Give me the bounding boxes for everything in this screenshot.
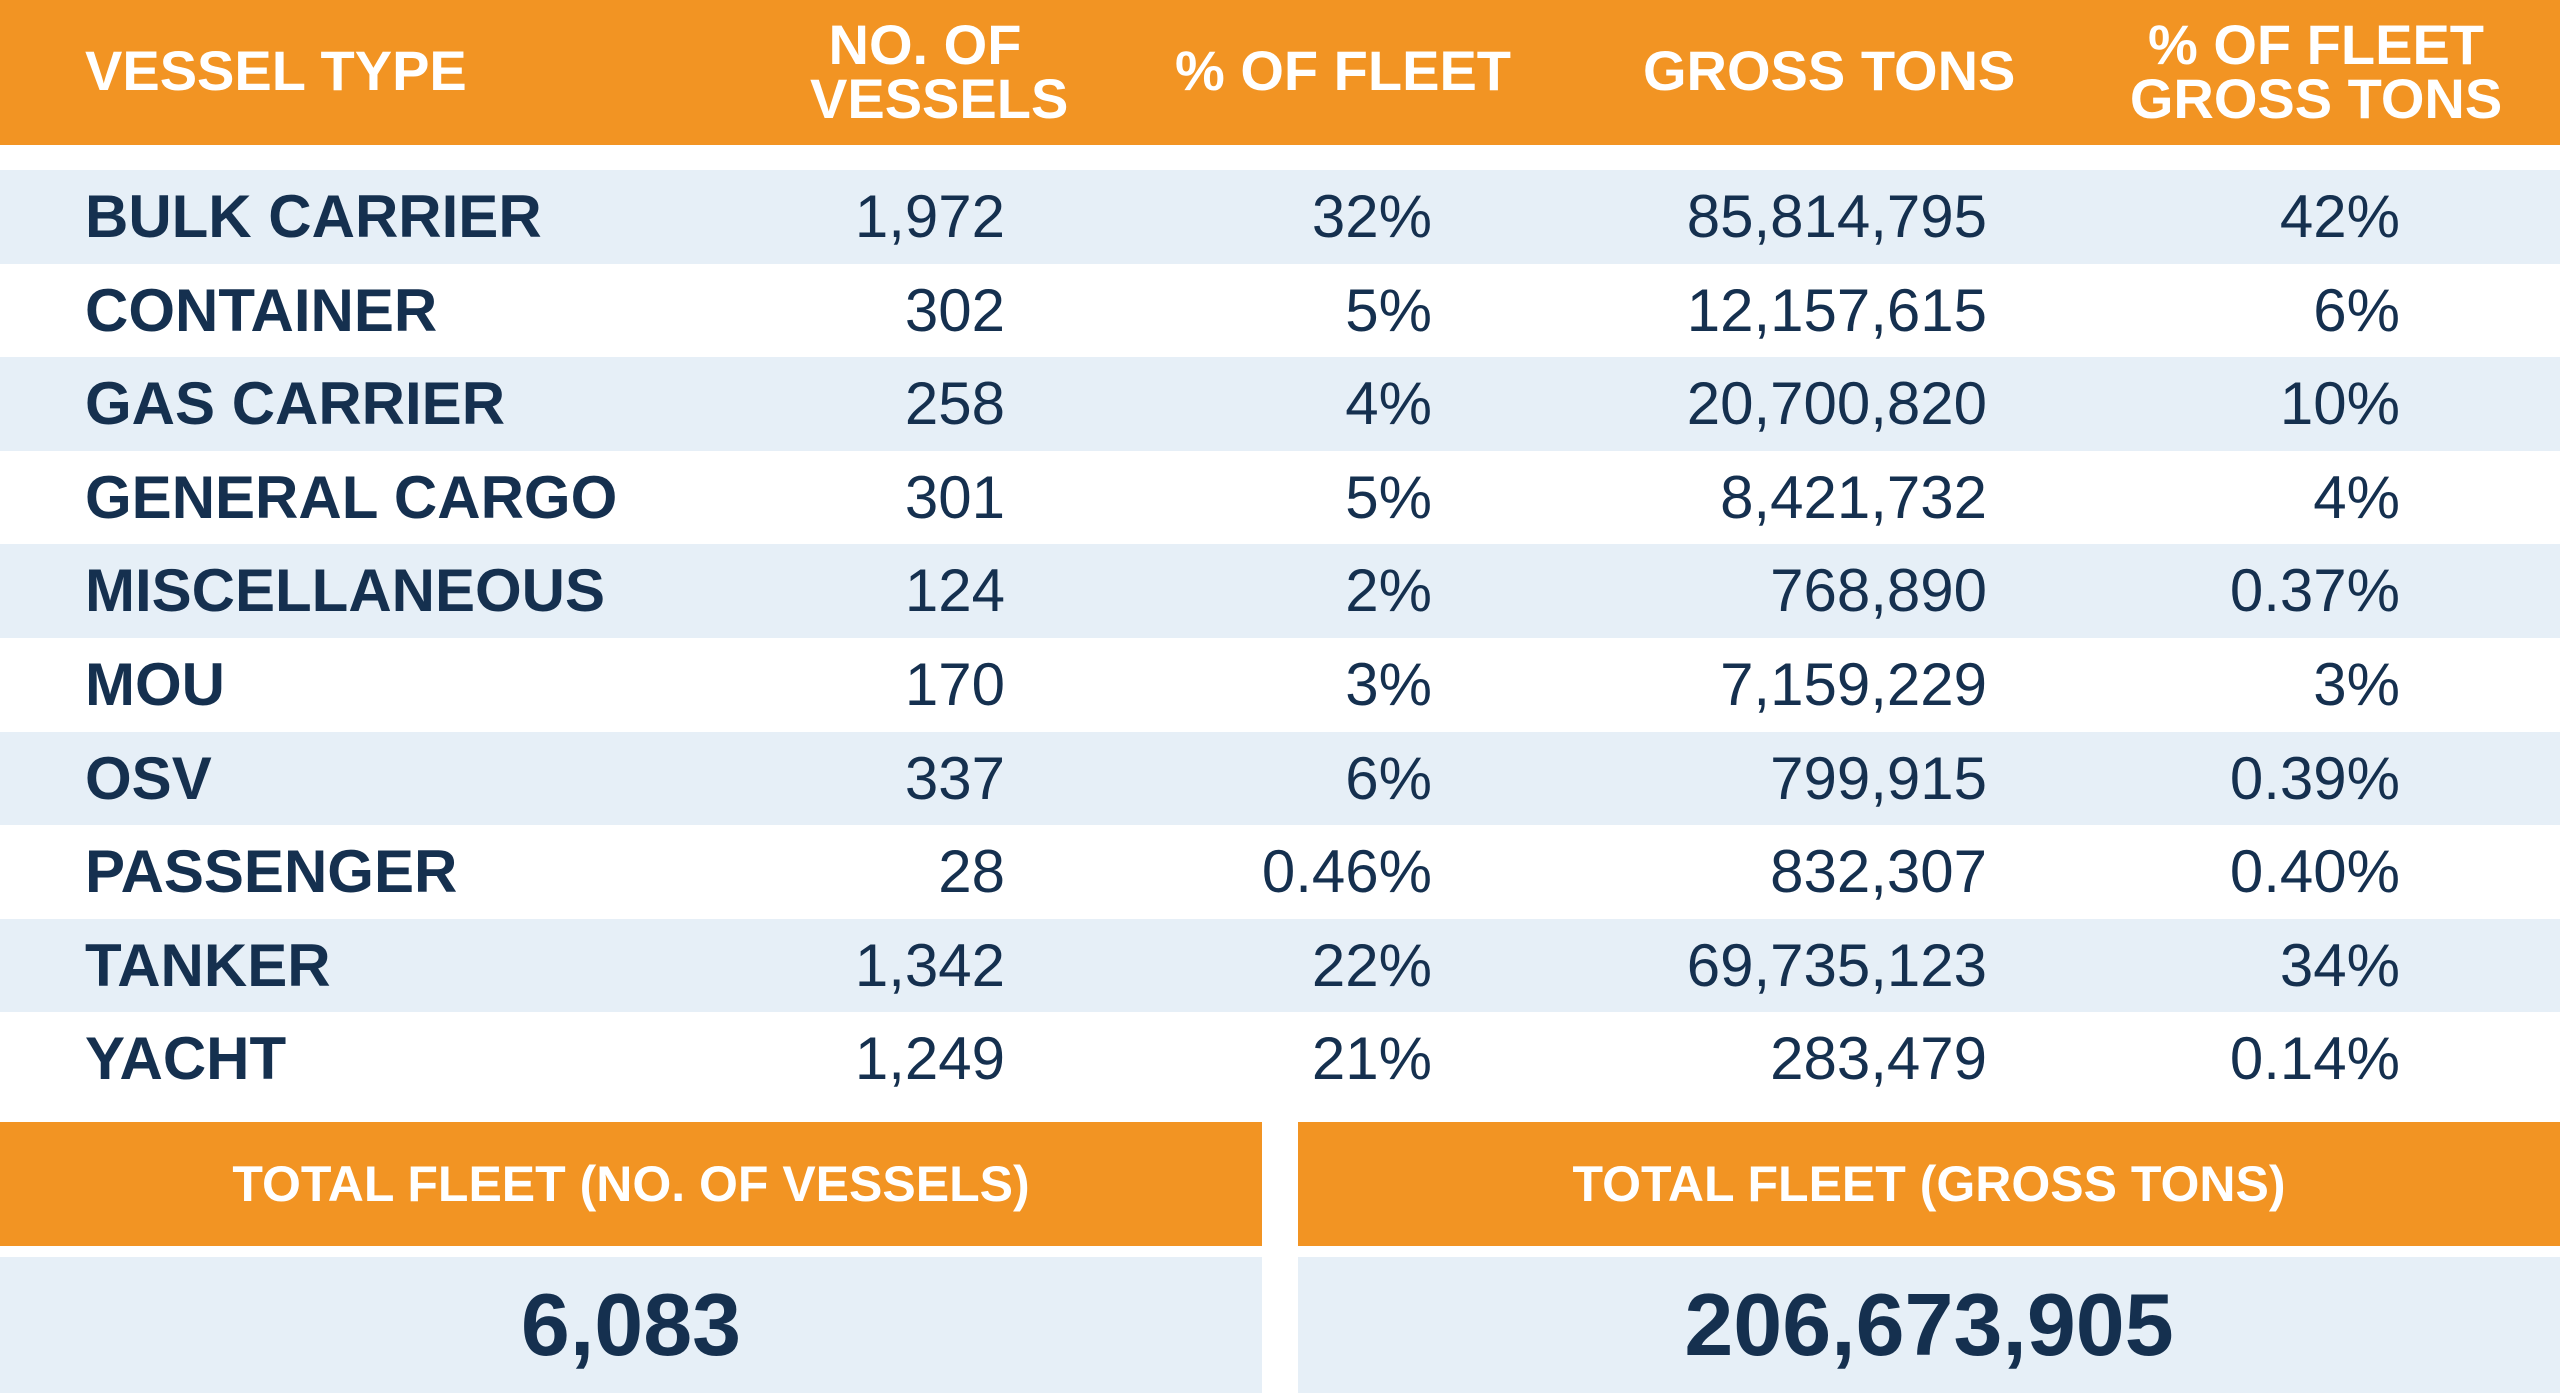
pct-of-fleet-cell: 22% — [1311, 931, 1432, 999]
header-pct-of-fleet: % OF FLEET — [1175, 39, 1511, 102]
table-body: BULK CARRIER 1,972 32% 85,814,795 42% CO… — [0, 170, 2560, 1106]
pct-of-fleet-cell: 6% — [1345, 744, 1432, 812]
header-pct-gross-line2: GROSS TONS — [2129, 67, 2503, 130]
pct-gross-tons-cell: 0.40% — [2229, 838, 2400, 906]
pct-gross-tons-cell: 6% — [2313, 276, 2400, 344]
no-of-vessels-cell: 301 — [904, 463, 1005, 531]
pct-of-fleet-cell: 3% — [1345, 650, 1432, 718]
vessel-type-cell: YACHT — [85, 1025, 287, 1093]
pct-gross-tons-cell: 42% — [2279, 183, 2400, 250]
pct-of-fleet-cell: 0.46% — [1261, 838, 1432, 906]
table-row: MISCELLANEOUS 124 2% 768,890 0.37% — [0, 544, 2560, 638]
no-of-vessels-cell: 28 — [938, 838, 1005, 906]
table-row: GAS CARRIER 258 4% 20,700,820 10% — [0, 357, 2560, 451]
gross-tons-cell: 8,421,732 — [1720, 463, 1987, 531]
pct-gross-tons-cell: 10% — [2279, 370, 2400, 438]
gross-tons-cell: 799,915 — [1770, 744, 1987, 812]
pct-gross-tons-cell: 0.39% — [2229, 744, 2400, 812]
vessel-type-cell: MISCELLANEOUS — [85, 557, 606, 625]
pct-gross-tons-cell: 4% — [2313, 463, 2400, 531]
no-of-vessels-cell: 1,972 — [854, 183, 1005, 250]
no-of-vessels-cell: 337 — [904, 744, 1005, 812]
header-no-of-vessels-line2: VESSELS — [810, 67, 1069, 130]
table-row: CONTAINER 302 5% 12,157,615 6% — [0, 264, 2560, 358]
gross-tons-cell: 85,814,795 — [1686, 183, 1987, 250]
pct-of-fleet-cell: 2% — [1345, 557, 1432, 625]
table-row: PASSENGER 28 0.46% 832,307 0.40% — [0, 825, 2560, 919]
pct-of-fleet-cell: 5% — [1345, 463, 1432, 531]
header-pct-gross-tons: % OF FLEET GROSS TONS — [2126, 13, 2506, 130]
header-gross-tons: GROSS TONS — [1643, 39, 2016, 102]
vessel-type-cell: BULK CARRIER — [85, 183, 542, 250]
pct-of-fleet-cell: 21% — [1311, 1025, 1432, 1093]
gross-tons-cell: 69,735,123 — [1686, 931, 1987, 999]
vessel-type-cell: MOU — [85, 650, 225, 718]
pct-of-fleet-cell: 4% — [1345, 370, 1432, 438]
gross-tons-cell: 12,157,615 — [1686, 276, 1987, 344]
gross-tons-cell: 768,890 — [1770, 557, 1987, 625]
pct-of-fleet-cell: 5% — [1345, 276, 1432, 344]
vessel-type-cell: GENERAL CARGO — [85, 463, 618, 531]
header-vessel-type: VESSEL TYPE — [85, 39, 467, 102]
no-of-vessels-cell: 302 — [904, 276, 1005, 344]
table-row: OSV 337 6% 799,915 0.39% — [0, 731, 2560, 826]
total-gross-tons-value: 206,673,905 — [1298, 1257, 2560, 1393]
gross-tons-cell: 283,479 — [1770, 1025, 1987, 1093]
gross-tons-cell: 20,700,820 — [1686, 370, 1987, 438]
pct-gross-tons-cell: 0.37% — [2229, 557, 2400, 625]
no-of-vessels-cell: 124 — [904, 557, 1005, 625]
vessel-type-cell: PASSENGER — [85, 838, 458, 906]
header-no-of-vessels-line1: NO. OF — [828, 13, 1022, 76]
total-vessels-value: 6,083 — [0, 1257, 1262, 1393]
table-row: GENERAL CARGO 301 5% 8,421,732 4% — [0, 451, 2560, 545]
pct-of-fleet-cell: 32% — [1311, 183, 1432, 250]
total-vessels-label: TOTAL FLEET (NO. OF VESSELS) — [0, 1122, 1262, 1246]
vessel-type-cell: OSV — [85, 744, 212, 812]
total-gross-tons-label: TOTAL FLEET (GROSS TONS) — [1298, 1122, 2560, 1246]
pct-gross-tons-cell: 3% — [2313, 650, 2400, 718]
no-of-vessels-cell: 170 — [904, 650, 1005, 718]
gross-tons-cell: 832,307 — [1770, 838, 1987, 906]
vessel-type-cell: CONTAINER — [85, 276, 438, 344]
table-header: VESSEL TYPE NO. OF VESSELS % OF FLEET GR… — [0, 0, 2560, 145]
table-row: MOU 170 3% 7,159,229 3% — [0, 638, 2560, 732]
vessel-type-cell: GAS CARRIER — [85, 370, 506, 438]
no-of-vessels-cell: 258 — [904, 370, 1005, 438]
no-of-vessels-cell: 1,342 — [854, 931, 1005, 999]
pct-gross-tons-cell: 0.14% — [2229, 1025, 2400, 1093]
gross-tons-cell: 7,159,229 — [1720, 650, 1987, 718]
table-row: YACHT 1,249 21% 283,479 0.14% — [0, 1012, 2560, 1106]
no-of-vessels-cell: 1,249 — [854, 1025, 1005, 1093]
table-row: TANKER 1,342 22% 69,735,123 34% — [0, 918, 2560, 1013]
header-pct-gross-line1: % OF FLEET — [2148, 13, 2484, 76]
header-no-of-vessels: NO. OF VESSELS — [810, 13, 1069, 130]
vessel-type-cell: TANKER — [85, 931, 331, 999]
table-row: BULK CARRIER 1,972 32% 85,814,795 42% — [0, 170, 2560, 264]
pct-gross-tons-cell: 34% — [2279, 931, 2400, 999]
